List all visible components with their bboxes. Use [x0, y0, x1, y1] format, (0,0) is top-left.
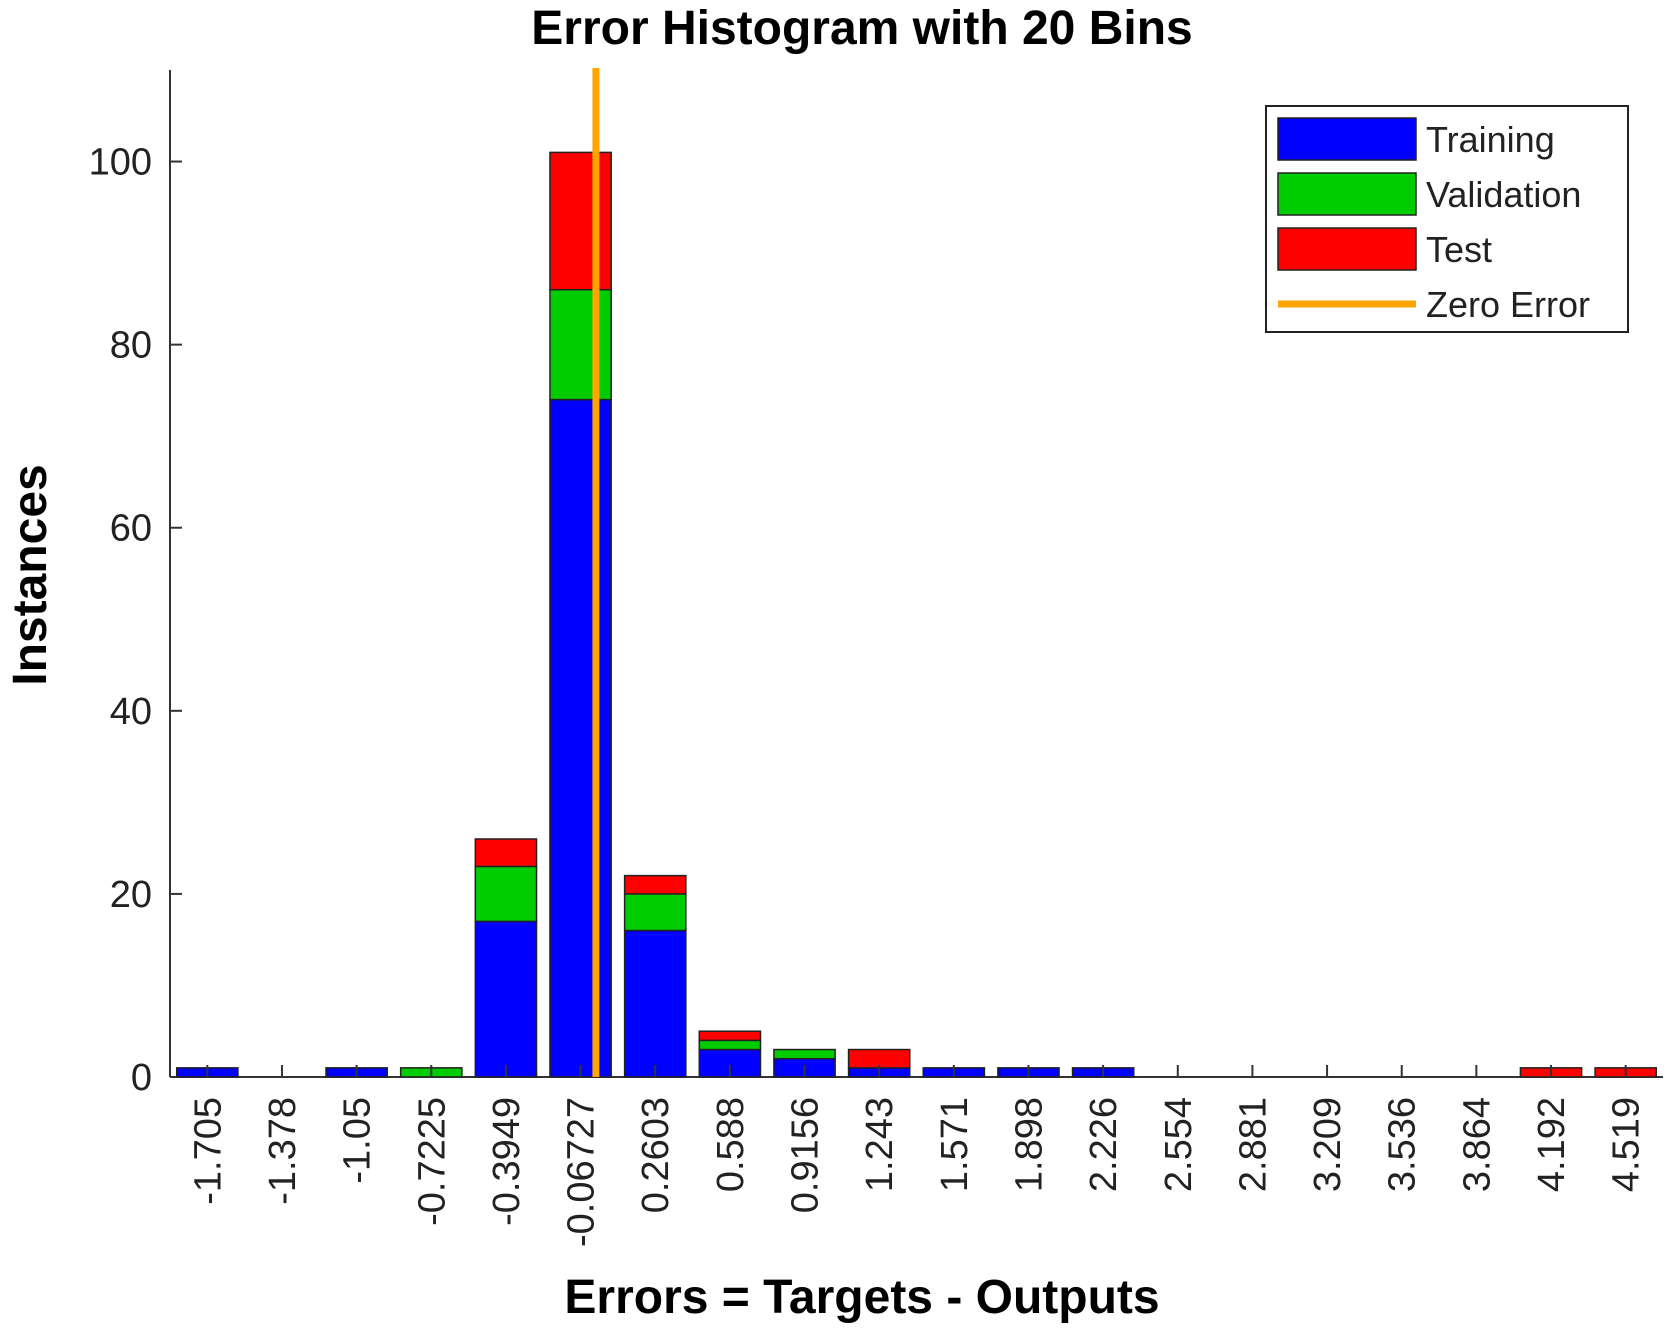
- bar-segment-validation: [474, 865, 538, 923]
- bar-segment-validation: [549, 288, 612, 401]
- legend-swatch-training: [1277, 117, 1417, 161]
- y-tick-label: 0: [131, 1057, 152, 1099]
- x-tick-label: 2.881: [1232, 1097, 1274, 1192]
- bar-segment-test: [474, 838, 538, 868]
- legend-swatch-validation: [1277, 172, 1417, 216]
- chart-title: Error Histogram with 20 Bins: [531, 2, 1192, 55]
- y-tick-label: 60: [110, 508, 152, 550]
- bar-segment-validation: [623, 893, 687, 932]
- legend: Training Validation Test Zero Error: [1265, 105, 1629, 333]
- y-tick-label: 80: [110, 325, 152, 367]
- legend-label: Zero Error: [1426, 284, 1590, 325]
- x-tick-label: 1.571: [934, 1097, 976, 1192]
- legend-label: Training: [1426, 119, 1555, 160]
- plot-area: 0 20 40 60 80 100 -1.705 -1.378 -1.05 -0.7225 -0.3…: [89, 68, 1663, 1247]
- bar-segment-training: [623, 929, 687, 1078]
- x-tick-label: 1.898: [1008, 1097, 1050, 1192]
- x-tick-label: 3.536: [1382, 1097, 1424, 1192]
- x-tick-label: 0.588: [710, 1097, 752, 1192]
- bar-segment-validation: [773, 1048, 836, 1060]
- y-tick-label: 40: [110, 691, 152, 733]
- x-axis-label: Errors = Targets - Outputs: [564, 1271, 1159, 1324]
- x-tick-label: -0.7225: [411, 1097, 453, 1226]
- y-axis-label: Instances: [4, 464, 57, 685]
- x-tick-label: 1.243: [859, 1097, 901, 1192]
- y-tick-label: 100: [89, 142, 152, 184]
- x-tick-label: 2.554: [1158, 1097, 1200, 1192]
- bar-segment-test: [549, 151, 612, 291]
- bar-segment-validation: [698, 1039, 762, 1051]
- legend-label: Test: [1426, 229, 1492, 270]
- x-tick-label: 3.209: [1307, 1097, 1349, 1192]
- bar-segment-training: [474, 920, 538, 1078]
- x-tick-label: 0.9156: [785, 1097, 827, 1213]
- x-tick-label: -1.705: [187, 1097, 229, 1205]
- bar-segment-training: [549, 398, 612, 1078]
- x-tick-label: 4.519: [1606, 1097, 1648, 1192]
- x-tick-label: -0.06727: [561, 1097, 603, 1247]
- x-tick-label: 3.864: [1456, 1097, 1498, 1192]
- x-tick-label: 0.2603: [635, 1097, 677, 1213]
- y-tick-label: 20: [110, 874, 152, 916]
- legend-label: Validation: [1426, 174, 1581, 215]
- bar-segment-test: [698, 1030, 762, 1042]
- bar-segment-test: [623, 874, 687, 895]
- x-tick-label: -1.05: [337, 1097, 379, 1184]
- legend-swatch-test: [1277, 227, 1417, 271]
- x-tick-label: -0.3949: [486, 1097, 528, 1226]
- x-tick-label: 4.192: [1531, 1097, 1573, 1192]
- x-tick-label: 2.226: [1083, 1097, 1125, 1192]
- x-tick-label: -1.378: [262, 1097, 304, 1205]
